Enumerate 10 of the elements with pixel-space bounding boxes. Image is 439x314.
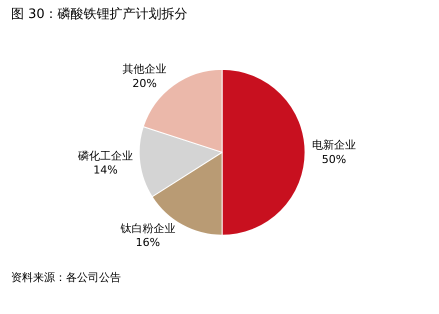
chart-title: 图 30：磷酸铁锂扩产计划拆分 <box>11 7 188 22</box>
slice-label: 磷化工企业 <box>76 149 133 162</box>
text: 资料来源：各公司公告 <box>11 271 121 284</box>
data-label: 20% <box>132 76 157 90</box>
data-label: 16% <box>136 236 160 250</box>
slice-label: 钛白粉企业 <box>119 222 176 235</box>
slice-label: 电新企业 <box>312 138 356 152</box>
data-label: 50% <box>322 152 346 166</box>
slice-label: 其他企业 <box>122 62 167 76</box>
data-label: 14% <box>93 164 118 177</box>
